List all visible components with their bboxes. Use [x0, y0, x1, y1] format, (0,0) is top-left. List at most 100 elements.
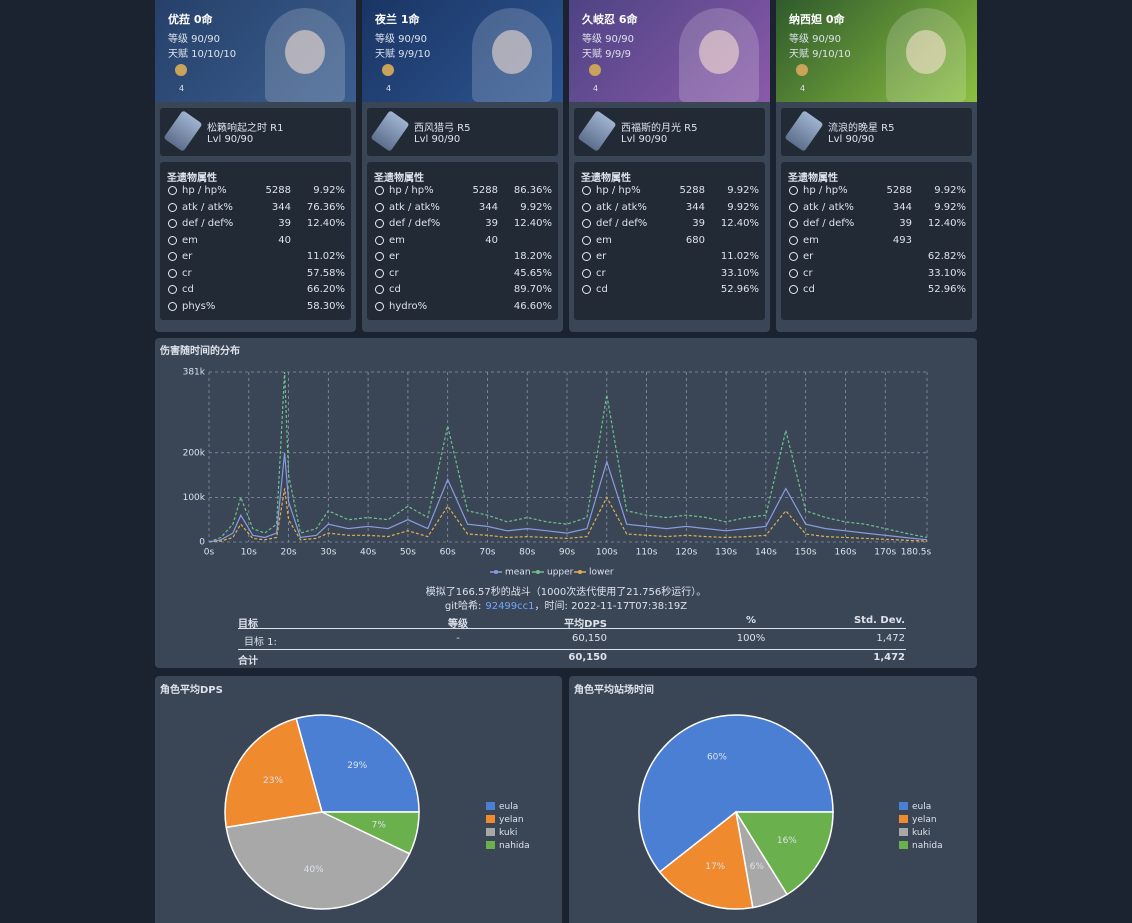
stat-icon — [789, 219, 798, 228]
stat-name: em — [596, 234, 612, 246]
table-total: 60,150 — [568, 652, 607, 663]
stat-icon — [789, 186, 798, 195]
stats-box — [781, 162, 972, 320]
stat-icon — [375, 285, 384, 294]
stat-pct: 45.65% — [513, 267, 552, 279]
stat-pct: 89.70% — [513, 284, 552, 295]
stat-name: hp / hp% — [182, 185, 227, 196]
table-cell: 60,150 — [572, 633, 607, 644]
set-count: 4 — [593, 84, 599, 93]
character-name: 夜兰 1命 — [375, 13, 420, 26]
set-icon — [175, 64, 187, 76]
stat-icon — [375, 268, 384, 278]
stat-name: em — [389, 234, 405, 246]
set-count: 4 — [800, 84, 806, 93]
stat-flat: 5288 — [886, 185, 912, 196]
table-cell: 目标 1: — [244, 637, 277, 648]
stat-pct: 33.10% — [720, 267, 759, 279]
stat-pct: 9.92% — [727, 185, 759, 196]
stat-pct: 9.92% — [313, 185, 345, 196]
set-icon — [589, 64, 601, 76]
stat-flat: 39 — [692, 218, 705, 229]
stat-name: atk / atk% — [596, 201, 647, 213]
stat-icon — [375, 219, 384, 228]
stat-pct: 76.36% — [306, 201, 345, 213]
stat-flat: 5288 — [679, 185, 705, 196]
stat-icon — [168, 186, 177, 195]
portrait-face — [906, 30, 946, 74]
chart-title: 伤害随时间的分布 — [160, 346, 240, 357]
git-hash[interactable]: 92499cc1 — [485, 601, 535, 612]
set-icon — [382, 64, 394, 76]
stat-pct: 12.40% — [927, 218, 966, 229]
weapon-level: Lvl 90/90 — [828, 134, 875, 145]
weapon-level: Lvl 90/90 — [414, 134, 461, 145]
stat-pct: 86.36% — [513, 185, 552, 196]
table-header: 等级 — [448, 619, 468, 630]
stat-icon — [168, 252, 177, 261]
table-header: 平均DPS — [564, 619, 607, 630]
stat-icon — [789, 235, 798, 245]
stat-pct: 52.96% — [927, 284, 966, 295]
stat-name: cd — [596, 284, 608, 295]
stat-icon — [789, 252, 798, 261]
stat-pct: 33.10% — [927, 267, 966, 279]
stat-icon — [582, 235, 591, 245]
stat-name: cr — [389, 267, 399, 279]
stats-box — [367, 162, 558, 320]
stats-box — [574, 162, 765, 320]
stat-name: em — [182, 234, 198, 246]
stats-box — [160, 162, 351, 320]
stat-name: cd — [803, 284, 815, 295]
stat-pct: 66.20% — [306, 284, 345, 295]
table-cell: - — [456, 633, 460, 644]
table-cell: 100% — [736, 633, 766, 644]
character-name: 纳西妲 0命 — [789, 13, 845, 26]
weapon-name: 流浪的晚星 R5 — [828, 123, 895, 134]
stat-icon — [375, 252, 384, 261]
stat-icon — [582, 219, 591, 228]
stat-pct: 12.40% — [720, 218, 759, 229]
character-talent: 天赋 10/10/10 — [168, 49, 237, 60]
table-rule — [238, 628, 906, 629]
panel — [569, 676, 977, 923]
character-name: 优菈 0命 — [168, 13, 213, 26]
stats-title: 圣遗物属性 — [167, 173, 217, 184]
stat-icon — [582, 252, 591, 261]
stat-icon — [582, 186, 591, 195]
set-count: 4 — [179, 84, 185, 93]
table-cell: 1,472 — [876, 633, 905, 644]
stat-name: cd — [182, 284, 194, 295]
table-total: 1,472 — [873, 652, 905, 663]
stat-name: def / def% — [389, 218, 441, 229]
stat-name: atk / atk% — [389, 201, 440, 213]
stat-icon — [375, 301, 384, 311]
stat-icon — [582, 202, 591, 212]
stat-name: hydro% — [389, 300, 428, 312]
character-level: 等级 90/90 — [789, 34, 841, 45]
stat-pct: 52.96% — [720, 284, 759, 295]
table-header: Std. Dev. — [853, 615, 905, 626]
stat-pct: 11.02% — [720, 251, 759, 262]
stat-name: em — [803, 234, 819, 246]
table-total: 合计 — [238, 656, 258, 667]
stat-flat: 39 — [485, 218, 498, 229]
stat-name: def / def% — [182, 218, 234, 229]
portrait-face — [285, 30, 325, 74]
git-label: git哈希: — [444, 601, 482, 612]
stat-name: cr — [182, 267, 192, 279]
stat-name: phys% — [182, 300, 216, 312]
stat-name: def / def% — [596, 218, 648, 229]
stat-pct: 57.58% — [306, 267, 345, 279]
stat-name: cr — [803, 267, 813, 279]
stat-pct: 11.02% — [306, 251, 345, 262]
weapon-level: Lvl 90/90 — [621, 134, 668, 145]
stat-icon — [789, 202, 798, 212]
stat-flat: 344 — [685, 201, 705, 213]
stat-icon — [582, 268, 591, 278]
character-talent: 天赋 9/9/9 — [582, 49, 632, 60]
stats-title: 圣遗物属性 — [374, 173, 424, 184]
stat-pct: 9.92% — [727, 201, 759, 213]
table-header: % — [745, 615, 757, 626]
